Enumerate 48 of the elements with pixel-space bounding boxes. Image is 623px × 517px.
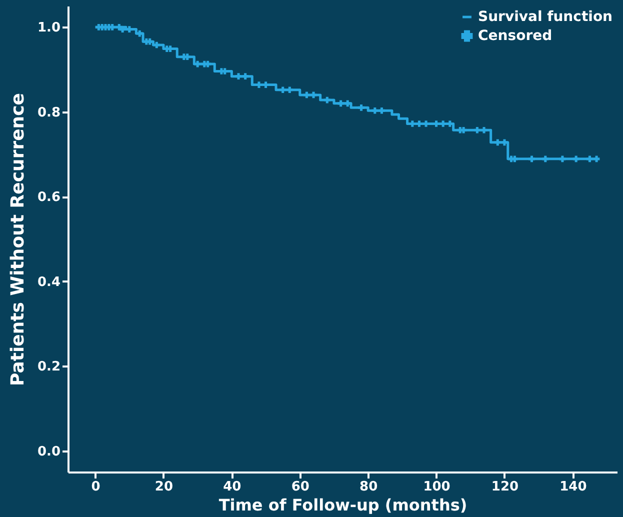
y-axis-title: Patients Without Recurrence — [7, 93, 28, 386]
legend-label: Survival function — [478, 9, 613, 25]
point — [344, 100, 351, 107]
point — [494, 139, 501, 146]
point — [358, 104, 364, 111]
x-tick-label: 80 — [360, 480, 378, 494]
x-tick-label: 0 — [91, 480, 100, 494]
x-tick-label: 40 — [223, 480, 242, 494]
point — [542, 156, 549, 162]
point — [512, 156, 518, 162]
point — [146, 38, 153, 45]
point — [338, 100, 344, 107]
point — [593, 156, 600, 162]
point — [126, 26, 133, 32]
y-tick-label: 0.0 — [37, 444, 60, 460]
point — [286, 86, 293, 94]
point — [136, 30, 143, 37]
point — [304, 92, 310, 98]
point — [235, 73, 242, 80]
point — [572, 156, 580, 162]
point — [310, 92, 317, 98]
point — [559, 156, 566, 162]
x-axis-title: Time of Follow-up (months) — [218, 496, 468, 514]
point — [204, 60, 211, 68]
y-tick-label: 0.8 — [37, 105, 60, 120]
point — [194, 60, 201, 68]
point — [501, 139, 508, 146]
x-tick-label: 140 — [560, 480, 587, 494]
point — [242, 73, 248, 80]
point — [184, 54, 191, 60]
point — [372, 107, 378, 114]
y-tick-label: 0.2 — [37, 360, 60, 375]
y-tick-label: 0.4 — [37, 274, 60, 290]
point — [378, 107, 385, 114]
point — [153, 42, 160, 48]
x-tick-label: 120 — [491, 480, 519, 494]
x-tick-label: 20 — [154, 480, 174, 494]
y-tick-label: 0.6 — [37, 190, 60, 206]
point — [324, 96, 330, 104]
legend-label: Censored — [478, 28, 552, 44]
point — [586, 156, 593, 162]
y-tick-label: 1.0 — [37, 20, 60, 36]
x-tick-label: 60 — [291, 480, 310, 494]
point — [280, 86, 286, 94]
x-tick-label: 100 — [423, 480, 450, 494]
point — [474, 126, 480, 134]
point — [480, 126, 488, 134]
point — [528, 156, 535, 162]
